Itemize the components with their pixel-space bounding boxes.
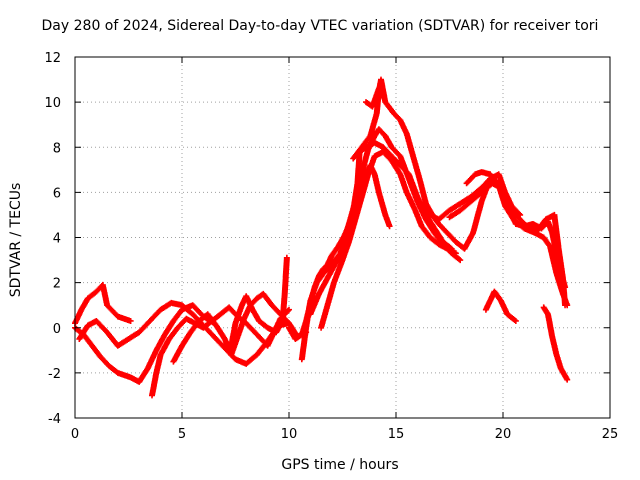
- marker-trace: [482, 288, 519, 324]
- y-tick-label: -4: [48, 412, 61, 427]
- x-axis-label: GPS time / hours: [281, 457, 399, 473]
- series-track-q: [540, 304, 571, 383]
- y-tick-label: 6: [53, 186, 61, 201]
- series-track-k: [350, 76, 524, 252]
- series-track-e: [170, 290, 310, 365]
- x-tick-label: 0: [71, 427, 79, 442]
- x-tick-label: 10: [281, 427, 298, 442]
- marker-trace: [72, 281, 134, 327]
- marker-trace: [170, 290, 310, 365]
- marker-trace: [350, 76, 524, 252]
- y-tick-label: 12: [44, 51, 61, 66]
- y-tick-label: 0: [53, 322, 61, 337]
- marker-trace: [363, 85, 387, 110]
- x-tick-label: 15: [388, 427, 405, 442]
- y-tick-label: 10: [44, 96, 61, 111]
- y-tick-label: 4: [53, 232, 61, 247]
- series-track-o: [446, 180, 569, 291]
- y-tick-label: 2: [53, 277, 61, 292]
- series-track-f: [228, 254, 290, 349]
- marker-trace: [228, 254, 290, 349]
- data-points: [72, 76, 571, 399]
- chart-title: Day 280 of 2024, Sidereal Day-to-day VTE…: [41, 18, 599, 34]
- x-tick-label: 5: [178, 427, 186, 442]
- marker-trace: [318, 148, 459, 331]
- series-track-a: [72, 281, 134, 327]
- marker-trace: [446, 180, 569, 291]
- y-tick-label: 8: [53, 141, 61, 156]
- axis-ticks: 0 5 10 15 20 25 -4 -2 0 2 4 6 8 10 12: [44, 51, 618, 442]
- marker-trace: [540, 304, 571, 383]
- series-track-d: [149, 304, 292, 399]
- series-track-l: [363, 85, 387, 110]
- x-tick-label: 25: [602, 427, 619, 442]
- y-tick-label: -2: [48, 367, 61, 382]
- series-track-j: [318, 148, 459, 331]
- marker-trace: [149, 304, 292, 399]
- x-tick-label: 20: [495, 427, 512, 442]
- series-track-p: [482, 288, 519, 324]
